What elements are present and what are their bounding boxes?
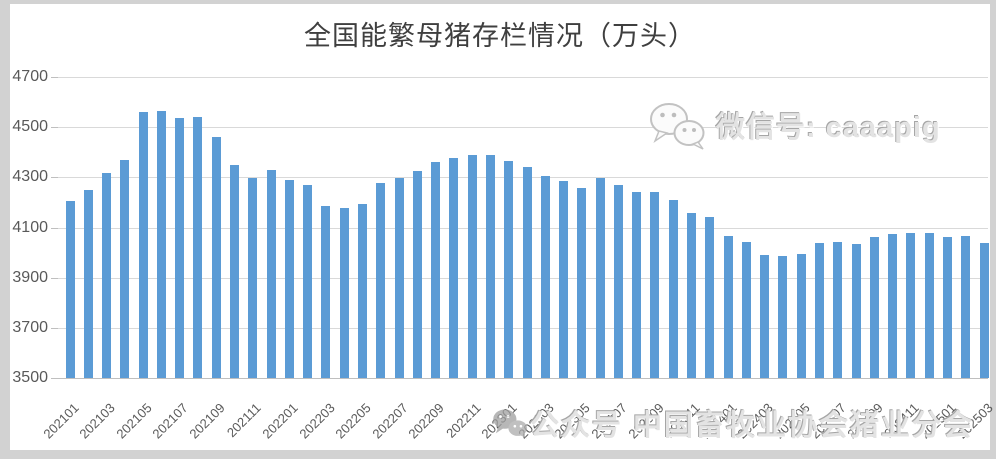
bar	[230, 165, 240, 378]
bar	[248, 178, 258, 378]
bar	[357, 204, 367, 378]
bar	[979, 242, 989, 378]
y-gridline	[58, 127, 988, 129]
bar	[266, 170, 276, 378]
bar	[102, 172, 112, 378]
watermark-wechat-id-text: 微信号: caaapig	[716, 112, 941, 144]
watermark-wechat-id: 微信号: caaapig	[646, 100, 941, 150]
bar	[687, 212, 697, 378]
bar	[339, 208, 349, 378]
bar	[577, 187, 587, 378]
bar	[961, 236, 971, 378]
bar	[613, 184, 623, 378]
bar	[705, 216, 715, 378]
y-axis-tick	[51, 277, 58, 279]
bar	[193, 117, 203, 378]
bar	[138, 112, 148, 378]
bar	[888, 234, 898, 378]
bar	[376, 183, 386, 378]
bar	[796, 253, 806, 378]
bar	[906, 232, 916, 378]
bar	[412, 171, 422, 378]
bar	[942, 237, 952, 378]
bar	[467, 155, 477, 378]
wechat-icon	[650, 103, 705, 150]
y-axis-tick	[51, 327, 58, 329]
wechat-icon	[493, 409, 528, 439]
bar	[449, 157, 459, 378]
watermark-account-name: 中国畜牧业协会猪业分会	[633, 410, 975, 442]
bar	[65, 201, 75, 378]
y-tick-label: 3900	[12, 268, 48, 286]
y-tick-label: 3500	[12, 369, 48, 386]
chart-title: 全国能繁母猪存栏情况（万头）	[304, 21, 696, 51]
bar	[303, 185, 313, 378]
watermark-account: 公众号 中国畜牧业协会猪业分会	[490, 402, 974, 444]
bar	[394, 177, 404, 378]
bar	[741, 242, 751, 378]
bar	[851, 243, 861, 378]
y-axis-tick	[51, 77, 58, 78]
y-axis-tick	[51, 378, 58, 379]
bar	[284, 179, 294, 378]
y-axis-tick	[51, 127, 58, 129]
bar	[522, 166, 532, 378]
y-tick-label: 4500	[12, 118, 48, 136]
bar	[833, 242, 843, 378]
bar	[723, 235, 733, 378]
bar	[814, 243, 824, 378]
bar	[504, 160, 514, 378]
bar	[924, 233, 934, 378]
bar	[595, 178, 605, 378]
bar	[668, 199, 678, 378]
y-tick-label: 4300	[12, 168, 48, 186]
y-axis-tick	[51, 177, 58, 179]
y-tick-label: 4100	[12, 218, 48, 236]
bar	[156, 111, 166, 378]
bar	[83, 189, 93, 378]
bar	[540, 176, 550, 378]
y-tick-label: 3700	[12, 318, 48, 336]
y-gridline	[58, 77, 988, 78]
y-tick-label: 4700	[12, 68, 48, 85]
y-axis-tick	[51, 227, 58, 229]
bar	[175, 117, 185, 378]
bar	[869, 237, 879, 378]
bar	[778, 256, 788, 378]
bar	[485, 154, 495, 378]
bar	[431, 161, 441, 378]
bar	[120, 160, 130, 378]
chart-canvas	[10, 4, 990, 450]
bar	[760, 254, 770, 378]
x-axis-line	[58, 378, 988, 379]
bar	[559, 181, 569, 378]
bar	[632, 192, 642, 378]
bar	[321, 206, 331, 378]
bar	[211, 137, 221, 378]
bar	[650, 192, 660, 378]
watermark-account-prefix: 公众号	[530, 410, 624, 442]
